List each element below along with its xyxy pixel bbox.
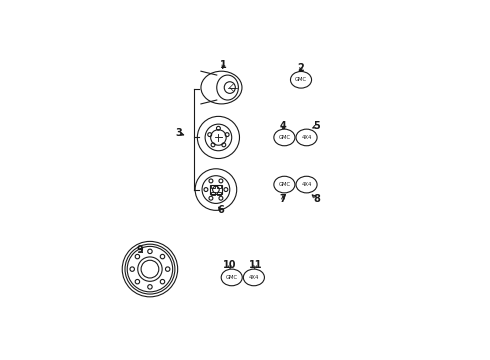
Text: 2: 2 [297,63,304,73]
Text: 6: 6 [217,205,224,215]
Text: 5: 5 [314,121,320,131]
Text: 10: 10 [223,260,236,270]
Text: 1: 1 [220,60,227,70]
Text: 7: 7 [280,194,286,204]
Text: 3: 3 [175,128,182,138]
Text: 11: 11 [248,260,262,270]
Text: 4X4: 4X4 [301,182,312,187]
Text: 8: 8 [314,194,320,204]
Text: 4: 4 [280,121,286,131]
Text: GMC: GMC [295,77,307,82]
Text: GMC: GMC [226,275,238,280]
Text: GMC: GMC [278,182,291,187]
Text: GMC: GMC [278,135,291,140]
Text: 4X4: 4X4 [249,275,259,280]
Text: 9: 9 [136,245,143,255]
Text: 4X4: 4X4 [301,135,312,140]
